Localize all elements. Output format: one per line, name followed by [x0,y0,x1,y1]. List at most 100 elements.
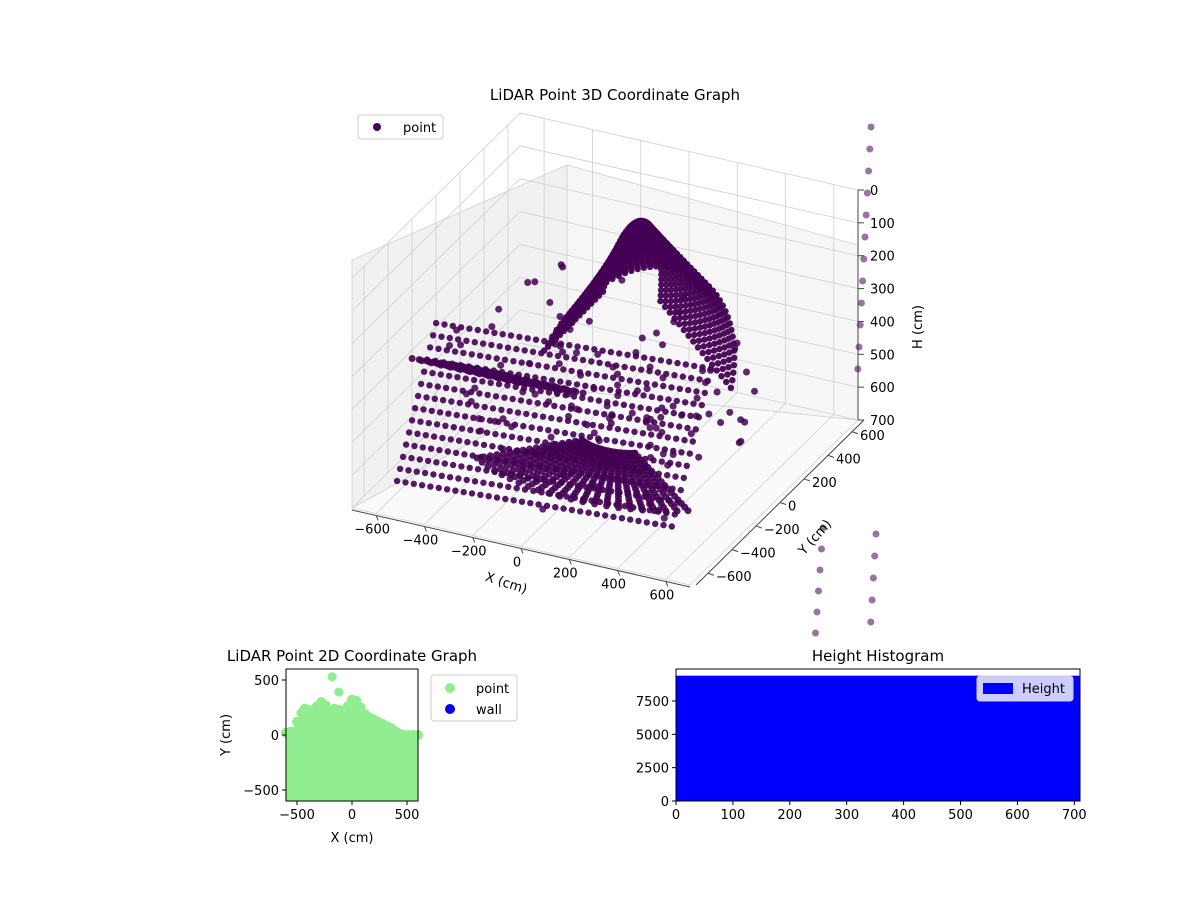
scan-point [485,353,492,361]
3d-point-cloud [393,123,880,637]
scan-point [584,288,592,295]
scan-point [531,278,539,286]
scan-point [861,233,869,241]
scan-point [743,368,750,376]
scan-point [665,396,672,403]
scan-point [551,402,558,410]
scan-point [490,461,498,469]
scan-point [673,507,681,515]
y-tick-mark [731,549,739,553]
y-tick-label: −600 [716,570,752,585]
scan-point [672,297,680,304]
scan-point [859,277,867,285]
scan-point [410,480,417,487]
scan-point [572,388,580,396]
scan-point [701,389,708,397]
scan-point [668,523,675,530]
scan-point [863,189,871,197]
scan-point [516,333,523,341]
scan-point [593,510,601,518]
scan-point [725,364,732,371]
scan-point [558,320,565,327]
scan-point [692,426,699,433]
scan-point [496,460,504,467]
scan-point [705,348,712,356]
scan-point [436,446,443,454]
scan-point [681,320,688,327]
scan-point [659,374,667,382]
scan-point [723,378,730,386]
scan-point [498,406,505,413]
2d-legend-label-wall: wall [476,703,502,718]
scan-point [588,358,595,365]
scan-point [623,389,631,396]
x-tick-label: 0 [348,808,356,823]
scan-point [681,436,688,444]
y-tick-mark [827,454,835,458]
scan-point [695,453,703,461]
scan-point [658,458,665,465]
scan-point [488,323,496,331]
scan-point [570,431,577,438]
scan-point [408,417,416,424]
scan-point [658,276,665,283]
scan-point [657,292,664,299]
scan-point [518,498,526,505]
scan-point [430,433,438,440]
scan-point [504,344,512,351]
scan-point [872,530,880,538]
x-tick-mark [617,570,621,576]
scan-point [682,302,689,309]
scan-point [441,460,448,467]
scan-point [565,379,572,387]
y-tick-mark [851,431,859,435]
scan-point [427,445,435,452]
scan-point [499,331,506,338]
scan-point [662,292,670,299]
3d-tick-labels: −600 −400 −200 0 200 400 600 −600 −400 −200 0 200 40… [354,184,895,604]
scan-point [686,450,693,457]
scan-point [472,440,479,447]
x-tick-label: 600 [1005,808,1030,823]
scan-point [692,272,699,279]
scan-point [416,456,423,463]
scan-point [731,345,739,352]
scan-point [427,359,435,367]
scan-point [643,380,650,387]
3d-z-axis-label: H (cm) [911,305,926,349]
scan-point [684,507,692,515]
scan-point [514,409,522,416]
x-tick-mark [568,559,572,565]
scan-point [696,376,703,383]
x-tick-label: −600 [354,523,390,538]
scan-point [675,308,683,316]
scan-point [471,384,479,392]
scan-point [476,352,484,359]
scan-point [593,371,600,379]
scan-point [485,493,492,500]
histogram-legend-label: Height [1022,682,1065,697]
scan-point [691,362,698,370]
scan-point [543,363,550,370]
scan-point [468,490,476,497]
scan-point [645,489,653,497]
scan-point [616,350,623,357]
scan-point [471,478,479,485]
scan-point [706,341,713,349]
scan-point [413,468,420,475]
scan-point [713,367,720,374]
scan-point [554,352,562,360]
scan-point [603,502,611,510]
scan-point [573,302,581,309]
scan-point [713,388,721,396]
grid-line-z [351,112,859,279]
scan-point [602,512,609,519]
scan-point [540,375,547,383]
scan-point [441,321,448,328]
scan-point [568,367,575,375]
scan-point [568,318,576,326]
scan-point [553,428,560,435]
x-tick-label: 500 [948,808,973,823]
scan-point [683,462,690,469]
scan-point [590,385,598,393]
